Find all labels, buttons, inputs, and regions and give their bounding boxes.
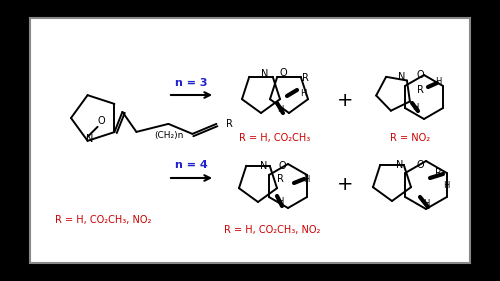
- Text: N: N: [262, 69, 268, 79]
- Text: N: N: [86, 134, 94, 144]
- Text: N: N: [260, 161, 268, 171]
- Text: O: O: [278, 161, 286, 171]
- Text: H: H: [277, 105, 283, 114]
- Text: H: H: [443, 180, 449, 189]
- Text: R: R: [302, 73, 308, 83]
- Text: H: H: [303, 176, 309, 185]
- Text: H: H: [300, 89, 306, 98]
- Text: R: R: [276, 174, 283, 184]
- Text: R = H, CO₂CH₃, NO₂: R = H, CO₂CH₃, NO₂: [55, 215, 151, 225]
- Text: O: O: [279, 68, 287, 78]
- Text: O: O: [416, 160, 424, 170]
- Text: +: +: [337, 176, 353, 194]
- FancyBboxPatch shape: [30, 18, 470, 263]
- Text: H: H: [412, 103, 418, 112]
- Text: n = 4: n = 4: [174, 160, 208, 170]
- Text: R = NO₂: R = NO₂: [390, 133, 430, 143]
- Text: (CH₂)n: (CH₂)n: [154, 132, 184, 140]
- Text: H: H: [277, 198, 283, 207]
- Text: R: R: [416, 85, 424, 95]
- Text: R: R: [434, 168, 442, 178]
- Text: R = H, CO₂CH₃: R = H, CO₂CH₃: [240, 133, 310, 143]
- Text: O: O: [416, 70, 424, 80]
- Text: O: O: [98, 116, 106, 126]
- Text: n = 3: n = 3: [175, 78, 208, 88]
- Text: N: N: [396, 160, 404, 170]
- Text: N: N: [398, 72, 406, 82]
- Text: +: +: [337, 90, 353, 110]
- Text: R: R: [226, 119, 234, 129]
- Text: H: H: [435, 76, 441, 85]
- Text: R = H, CO₂CH₃, NO₂: R = H, CO₂CH₃, NO₂: [224, 225, 320, 235]
- Text: H: H: [423, 198, 429, 207]
